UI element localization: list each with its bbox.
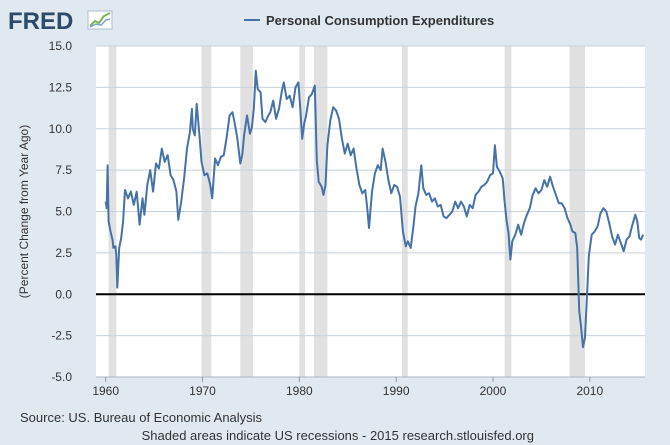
y-tick-label: 15.0 — [49, 39, 73, 53]
line-chart-icon — [87, 10, 113, 30]
series-line-personal-consumption-expenditures — [104, 69, 645, 349]
fred-logo[interactable]: FRED — [8, 8, 113, 35]
y-tick-label: 10.0 — [49, 122, 73, 136]
x-axis: 1960 1970 1980 1990 2000 2010 — [92, 376, 645, 398]
source-text: Source: US. Bureau of Economic Analysis — [20, 410, 263, 425]
y-tick-label: -2.5 — [51, 329, 72, 343]
x-tick-label: 2000 — [480, 384, 507, 398]
y-tick-label: 12.5 — [49, 80, 73, 94]
y-tick-label: 2.5 — [55, 246, 72, 260]
x-tick-label: 1970 — [189, 384, 216, 398]
y-tick-label: 5.0 — [55, 205, 72, 219]
legend: Personal Consumption Expenditures — [244, 13, 494, 28]
y-tick-label: -5.0 — [51, 370, 72, 384]
y-axis-label: (Percent Change from Year Ago) — [17, 125, 31, 298]
logo-text: FRED — [8, 8, 73, 35]
x-tick-label: 1960 — [92, 384, 119, 398]
x-tick-label: 2010 — [576, 384, 603, 398]
legend-label: Personal Consumption Expenditures — [266, 13, 494, 28]
y-axis: -5.0 -2.5 0.0 2.5 5.0 7.5 10.0 12.5 15.0 — [49, 39, 73, 384]
recession-note: Shaded areas indicate US recessions - 20… — [142, 428, 534, 443]
x-tick-label: 1990 — [383, 384, 410, 398]
y-tick-label: 0.0 — [55, 287, 72, 301]
x-tick-label: 1980 — [286, 384, 313, 398]
y-tick-label: 7.5 — [55, 163, 72, 177]
